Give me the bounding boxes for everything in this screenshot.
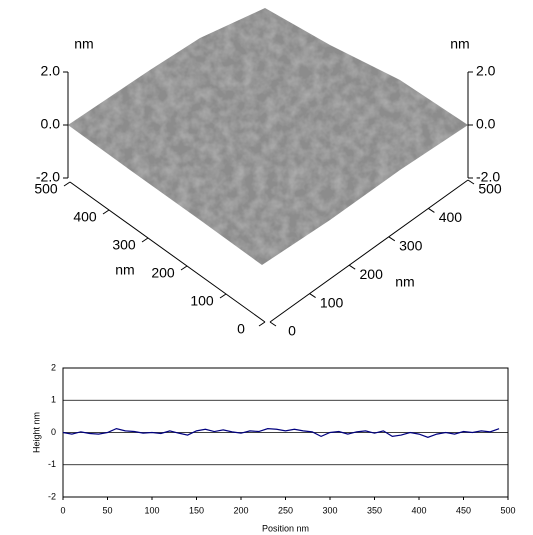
x-axis-label: Position nm xyxy=(262,523,309,533)
x-tick-label: 0 xyxy=(60,505,65,515)
x-tick-label: 400 xyxy=(411,505,426,515)
y-tick xyxy=(141,237,149,243)
surface-view: nm 2.0 0.0 -2.0 nm 2.0 0.0 -2.0 nm 0 100 200 300 400 5… xyxy=(34,8,502,339)
profile-chart: -2 -1 0 1 2 0 50 100 150 200 250 300 350 400 450 500 Pos… xyxy=(31,362,515,533)
z-tick-label: 2.0 xyxy=(41,63,61,79)
y-tick-label: 2 xyxy=(51,362,56,372)
z-axis-label: nm xyxy=(74,36,93,52)
x-tick-label: 300 xyxy=(399,238,423,254)
y-axis xyxy=(69,181,266,323)
z-tick-label: 0.0 xyxy=(476,116,496,132)
x-tick-label: 300 xyxy=(322,505,337,515)
y-tick-label: 100 xyxy=(190,293,214,309)
x-tick xyxy=(388,236,396,242)
z-tick-label: -2.0 xyxy=(36,169,60,185)
z-axis-label: nm xyxy=(450,36,469,52)
x-tick-label: 50 xyxy=(102,505,112,515)
z-tick-label: 0.0 xyxy=(41,116,61,132)
y-tick xyxy=(219,293,227,299)
x-tick-label: 150 xyxy=(189,505,204,515)
surface xyxy=(68,8,468,265)
y-axis-label: Height nm xyxy=(31,412,41,453)
x-tick xyxy=(348,264,356,270)
x-tick xyxy=(309,293,316,299)
x-tick-label: 0 xyxy=(288,323,296,339)
x-tick xyxy=(269,321,277,327)
x-tick-label: 200 xyxy=(233,505,248,515)
y-tick-label: -2 xyxy=(48,491,56,501)
x-tick-label: 500 xyxy=(500,505,515,515)
y-tick-label: 300 xyxy=(112,237,136,253)
x-tick-label: 400 xyxy=(439,209,463,225)
x-tick-label: 100 xyxy=(144,505,159,515)
y-tick xyxy=(63,181,71,187)
x-tick-label: 250 xyxy=(278,505,293,515)
y-tick xyxy=(180,265,188,271)
z-tick-label: 2.0 xyxy=(476,63,496,79)
y-tick-label: 400 xyxy=(73,209,97,225)
y-tick-label: 0 xyxy=(51,427,56,437)
y-tick xyxy=(102,209,110,215)
x-tick-label: 350 xyxy=(367,505,382,515)
y-tick-label: 1 xyxy=(51,395,56,405)
x-tick xyxy=(467,179,475,185)
profile-line xyxy=(62,427,500,438)
y-tick-label: -1 xyxy=(48,459,56,469)
x-axis xyxy=(269,179,469,323)
y-tick-label: 0 xyxy=(237,321,245,337)
x-axis-label: nm xyxy=(395,274,414,290)
y-tick-label: 200 xyxy=(151,265,175,281)
x-tick-label: 450 xyxy=(456,505,471,515)
x-tick-label: 500 xyxy=(478,181,502,197)
y-tick xyxy=(258,321,266,327)
x-tick xyxy=(428,207,435,213)
x-tick-label: 100 xyxy=(320,294,344,310)
y-tick-label: 500 xyxy=(34,181,58,197)
y-axis-label: nm xyxy=(115,262,134,278)
x-tick-label: 200 xyxy=(360,266,384,282)
z-tick-label: -2.0 xyxy=(476,169,500,185)
